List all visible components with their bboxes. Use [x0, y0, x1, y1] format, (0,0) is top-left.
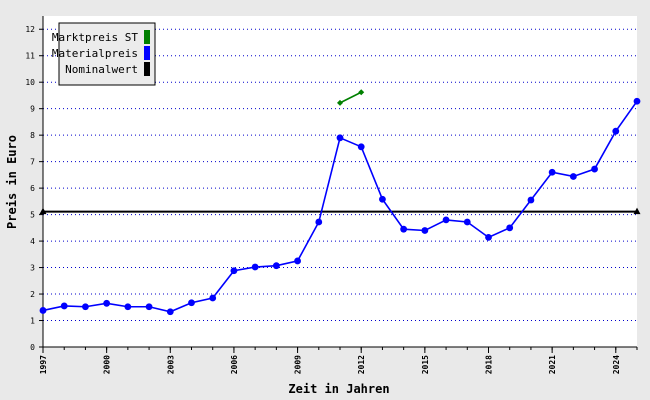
data-point: [230, 267, 238, 275]
x-tick-label: 2000: [103, 355, 112, 374]
data-point: [379, 195, 386, 203]
x-tick-label: 2006: [230, 355, 239, 374]
data-point: [591, 165, 598, 173]
x-tick-label: 2024: [612, 355, 621, 374]
x-tick-label: 2003: [166, 355, 175, 374]
data-point: [569, 173, 577, 180]
data-point: [421, 227, 429, 234]
legend-label: Materialpreis: [52, 47, 138, 60]
x-axis-title: Zeit in Jahren: [288, 382, 389, 396]
series-line: [339, 91, 362, 104]
data-point: [294, 257, 301, 265]
y-tick-label: 5: [30, 211, 35, 220]
legend: Marktpreis ST Materialpreis Nominalwert: [52, 22, 156, 86]
data-point: [357, 143, 365, 151]
data-point: [506, 224, 514, 232]
data-point: [251, 263, 259, 271]
x-tick-label: 2015: [421, 355, 430, 374]
y-tick-label: 0: [30, 343, 35, 352]
legend-swatch: [144, 46, 150, 60]
y-tick-label: 4: [30, 237, 35, 246]
data-point: [188, 299, 195, 307]
data-point: [633, 97, 641, 105]
data-point: [272, 262, 280, 270]
x-tick-label: 2018: [485, 355, 494, 374]
data-point: [166, 308, 174, 316]
data-point: [442, 216, 450, 224]
legend-label: Marktpreis ST: [52, 31, 138, 44]
data-point: [337, 99, 343, 106]
data-point: [60, 302, 68, 310]
y-tick-label: 2: [30, 290, 35, 299]
series-nominalwert: [39, 207, 641, 215]
data-point: [209, 294, 217, 302]
data-point: [612, 127, 620, 135]
data-point: [336, 134, 344, 142]
series-layer: [39, 89, 641, 316]
y-axis-title: Preis in Euro: [5, 135, 19, 229]
data-point: [124, 303, 132, 311]
y-tick-label: 11: [25, 52, 35, 61]
y-tick-label: 12: [25, 25, 35, 34]
legend-label: Nominalwert: [65, 63, 138, 76]
data-point: [145, 303, 153, 311]
x-tick-label: 2021: [548, 355, 557, 374]
y-tick-label: 3: [30, 264, 35, 273]
data-point: [39, 207, 47, 215]
data-point: [463, 218, 471, 226]
data-point: [82, 303, 89, 311]
y-tick-label: 8: [30, 131, 35, 140]
data-point: [315, 218, 323, 226]
y-tick-label: 6: [30, 184, 35, 193]
y-tick-label: 9: [30, 105, 35, 114]
series-marktpreis-st: [337, 89, 365, 106]
data-point: [485, 233, 492, 241]
data-point: [103, 299, 111, 307]
y-tick-label: 1: [30, 317, 35, 326]
y-tick-label: 10: [25, 78, 35, 87]
x-tick-label: 2009: [294, 355, 303, 374]
data-point: [400, 225, 408, 233]
data-point: [633, 207, 641, 215]
x-tick-label: 1997: [39, 355, 48, 374]
series-materialpreis: [39, 97, 641, 316]
data-point: [358, 89, 365, 96]
data-point: [527, 196, 535, 204]
y-tick-label: 7: [30, 158, 35, 167]
x-tick-label: 2012: [357, 355, 366, 374]
data-point: [548, 168, 556, 176]
legend-swatch: [144, 62, 150, 76]
data-point: [39, 307, 47, 314]
legend-swatch: [144, 30, 150, 44]
legend-box: [58, 22, 156, 86]
